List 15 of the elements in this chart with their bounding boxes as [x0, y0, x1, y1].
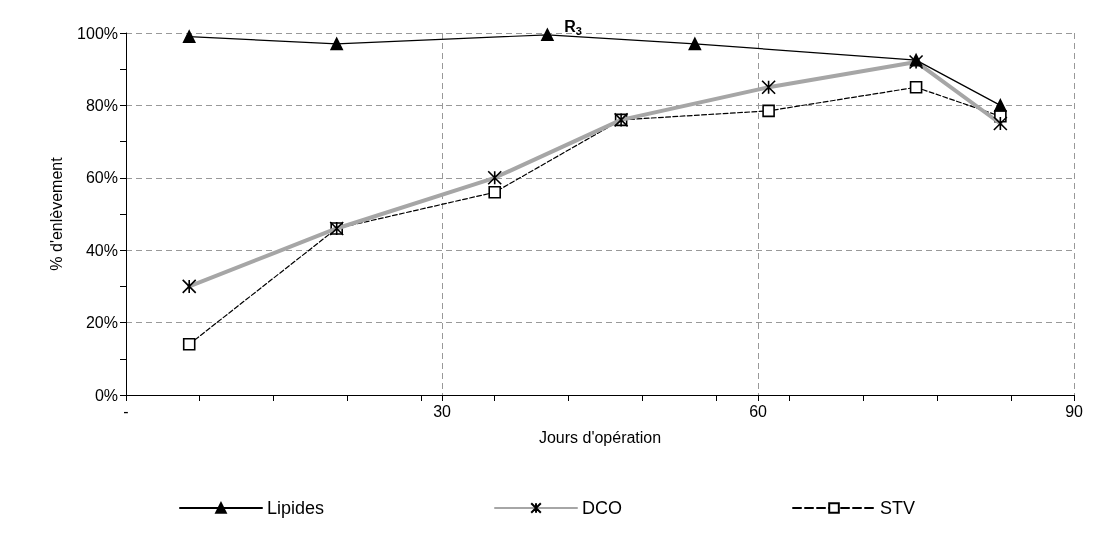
- x-tick-label: 60: [749, 402, 768, 420]
- legend-label: STV: [880, 498, 916, 518]
- legend-label: DCO: [582, 498, 623, 518]
- y-tick-label: 100%: [77, 24, 118, 42]
- y-tick-label: 20%: [85, 314, 118, 332]
- y-tick-label: 40%: [85, 241, 118, 259]
- y-axis-title: % d'enlèvement: [47, 156, 65, 271]
- x-tick-label: -: [123, 402, 129, 420]
- y-tick-label: 60%: [85, 169, 118, 187]
- legend-label: Lipides: [266, 498, 325, 518]
- y-tick-label: 0%: [94, 386, 118, 404]
- y-tick-label: 80%: [85, 96, 118, 114]
- x-tick-label: 30: [433, 402, 452, 420]
- x-tick-label: 90: [1065, 402, 1084, 420]
- x-axis-title: Jours d'opération: [538, 428, 662, 446]
